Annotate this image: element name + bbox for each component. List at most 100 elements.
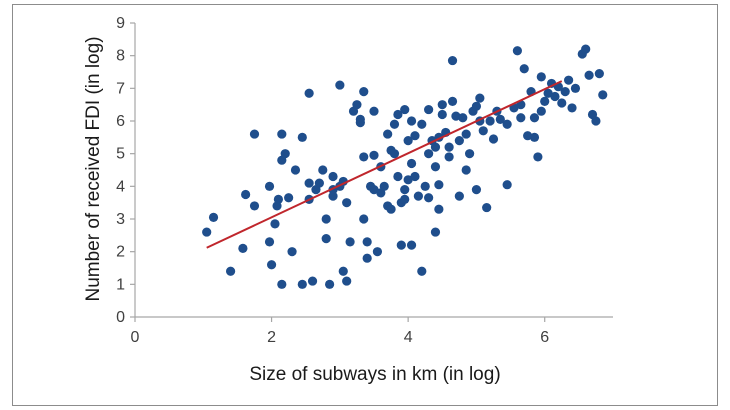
data-point [540,96,550,106]
y-tick-label: 8 [116,48,125,65]
data-point [307,276,318,286]
data-point [584,70,594,80]
data-point [396,240,406,250]
data-point [345,237,355,247]
data-point [277,279,287,289]
x-tick-label: 2 [267,329,276,346]
data-point [226,266,236,276]
data-point [297,132,307,142]
data-point [447,96,458,106]
data-point [417,119,427,129]
trendline [206,80,563,249]
data-point [410,171,420,182]
data-point [536,106,546,116]
data-points [202,44,608,289]
data-point [570,83,581,93]
data-point [266,260,277,270]
data-point [297,279,307,289]
data-point [471,185,482,195]
data-point [287,247,297,257]
y-tick-label: 6 [116,113,125,130]
data-point [430,142,441,152]
data-point [406,240,417,250]
data-point [389,149,400,159]
y-tick-label: 9 [116,15,125,32]
data-point [560,87,570,97]
data-point [264,181,275,191]
data-point [598,90,608,100]
data-point [488,134,499,144]
data-point [564,75,574,85]
x-tick-label: 0 [131,329,140,346]
data-point [403,136,413,146]
data-point [485,116,495,126]
y-tick-label: 7 [116,80,125,97]
data-point [475,93,485,103]
data-point [454,136,464,146]
chart-frame: 0 1 2 3 4 5 6 7 8 9 0 2 4 6 Size of subways in km (i… [12,4,718,406]
data-point [536,72,546,82]
data-point [342,276,352,286]
data-point [249,129,260,139]
data-point [406,116,417,126]
data-point [389,119,400,129]
data-point [208,212,219,222]
data-point [280,149,290,159]
data-point [321,214,331,224]
data-point [410,131,420,141]
y-tick-label: 1 [116,276,125,293]
data-point [420,181,430,191]
y-tick-label: 4 [116,178,125,195]
data-point [369,150,379,160]
data-point [519,64,529,74]
data-point [406,158,417,169]
data-point [430,227,441,237]
data-point [372,247,383,257]
data-point [444,152,454,162]
data-point [424,193,434,203]
y-tick-label: 5 [116,146,125,163]
data-point [400,194,410,204]
data-point [383,129,393,139]
data-point [533,152,543,162]
y-axis-title: Number of received FDI (in log) [83,36,104,301]
data-point [400,185,410,195]
y-tick-label: 3 [116,211,125,228]
data-point [417,266,427,276]
data-point [355,118,365,128]
data-point [403,175,413,185]
data-point [557,98,567,108]
data-point [318,165,328,175]
data-point [238,243,248,253]
data-point [359,87,369,97]
data-point [277,129,287,139]
data-point [328,171,338,182]
trendline-group [206,80,563,249]
data-point [434,180,444,190]
data-point [447,55,458,66]
data-point [325,279,335,289]
data-point [430,162,441,172]
data-point [529,132,540,142]
data-point [437,109,447,120]
data-point [437,100,447,110]
x-axis-title: Size of subways in km (in log) [249,364,500,385]
data-point [290,165,301,175]
data-point [369,106,379,116]
data-point [249,201,260,211]
data-point [304,88,314,98]
data-point [465,149,475,159]
data-point [413,191,423,201]
data-point [400,104,410,115]
data-point [516,113,526,123]
data-point [434,204,444,214]
data-point [424,149,434,159]
data-point [241,189,251,200]
data-point [502,180,512,190]
scatter-chart: 0 1 2 3 4 5 6 7 8 9 0 2 4 6 Size of subways in km (i… [83,15,613,385]
y-axis: 0 1 2 3 4 5 6 7 8 9 [116,15,136,326]
data-point [461,129,471,139]
data-point [393,109,403,120]
data-point [304,178,314,188]
data-point [543,88,553,98]
